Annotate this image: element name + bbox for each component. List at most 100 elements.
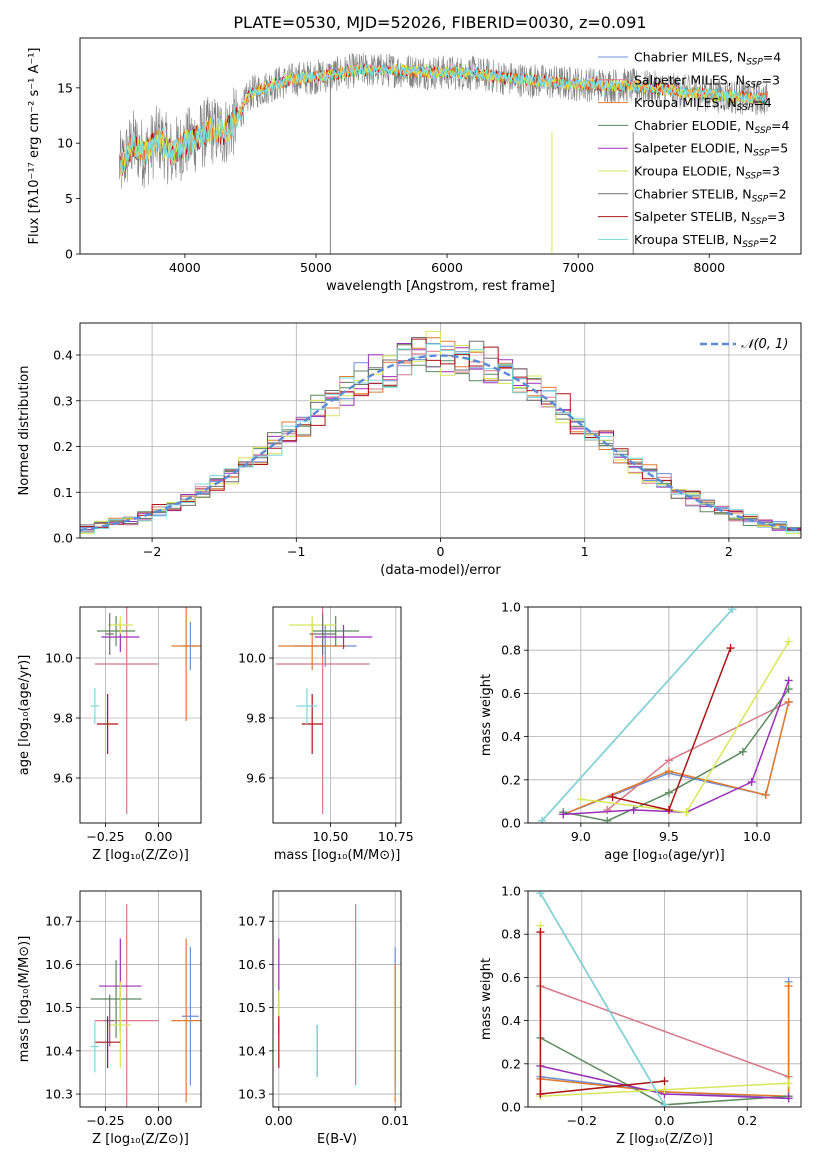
y-axis-label: Normed distribution [17, 366, 32, 496]
legend-entry: Chabrier MILES, NSSP=4 [634, 50, 781, 68]
x-tick-label: 0.01 [381, 1113, 409, 1128]
legend-entry: Kroupa STELIB, NSSP=2 [634, 232, 777, 250]
y-tick-label: 0.1 [53, 485, 73, 500]
x-tick-label: −0.25 [86, 1113, 124, 1128]
legend-text: Chabrier ELODIE, N [634, 118, 754, 133]
x-tick-label: 0.00 [265, 1113, 293, 1128]
plot-area [538, 607, 793, 823]
y-tick-label: 0.8 [501, 927, 521, 942]
chart-mass-vs-z: −0.25 0.00 10.3 10.4 10.5 10.6 10.7 Z [log₁₀(Z/… [17, 890, 202, 1147]
plot-area [90, 903, 201, 1107]
legend-entry: Chabrier STELIB, NSSP=2 [634, 186, 787, 204]
series-point [603, 806, 612, 815]
x-axis-label: E(B-V) [317, 1132, 357, 1147]
y-tick-label: 0.4 [53, 348, 73, 363]
series-line [562, 701, 790, 816]
y-tick-label: 15 [57, 80, 73, 95]
series-point [682, 808, 691, 817]
legend-suffix: =2 [759, 232, 777, 247]
series-point [784, 637, 793, 646]
y-tick-label: 0.2 [501, 1056, 521, 1071]
y-tick-label: 9.6 [246, 771, 266, 786]
y-axis-label: mass [log₁₀(M/M⊙)] [17, 936, 32, 1063]
series-line [541, 608, 733, 822]
plot-area [90, 607, 201, 814]
plot-area [80, 330, 801, 534]
x-axis-label: wavelength [Angstrom, rest frame] [326, 279, 555, 294]
legend-suffix: =2 [768, 186, 786, 201]
y-tick-label: 10.3 [238, 1087, 266, 1102]
series-point [536, 891, 545, 898]
x-tick-label: −0.25 [86, 829, 124, 844]
legend-suffix: =4 [763, 50, 781, 65]
chart-mass-weight-vs-z: −0.2 0.0 0.2 0.0 0.2 0.4 0.6 0.8 1.0 Z [log₁₀(Z/Z… [479, 884, 802, 1147]
series-point [603, 816, 612, 823]
legend-suffix: =4 [753, 95, 771, 110]
axes-frame [79, 322, 802, 539]
y-tick-label: 0.6 [501, 686, 521, 701]
axes-frame [79, 890, 202, 1108]
y-tick-label: 9.6 [53, 771, 73, 786]
y-tick-label: 0.0 [501, 1100, 521, 1115]
x-tick-label: 1 [581, 544, 589, 559]
axes-frame [272, 606, 402, 824]
normal-reference-curve [80, 354, 801, 532]
y-axis-label: age [log₁₀(age/yr)] [17, 655, 32, 776]
y-tick-label: 9.8 [246, 711, 266, 726]
series-point [536, 928, 545, 937]
series-line [580, 641, 790, 814]
legend-subscript: SSP [745, 80, 762, 90]
axes-frame [527, 606, 802, 824]
series-point [664, 788, 673, 797]
y-axis-label: mass weight [479, 958, 494, 1040]
series-point [660, 1100, 669, 1107]
legend-suffix: =4 [771, 118, 789, 133]
x-axis-label: Z [log₁₀(Z/Z⊙)] [92, 1132, 189, 1147]
legend: Chabrier MILES, NSSP=4 Salpeter MILES, NS… [598, 50, 789, 250]
x-tick-label: 7000 [562, 260, 594, 275]
series-point [784, 1079, 793, 1088]
axes-frame [527, 890, 802, 1108]
axes-frame [79, 606, 202, 824]
y-tick-label: 5 [65, 191, 73, 206]
y-tick-label: 10.5 [45, 1000, 73, 1015]
axes-frame [79, 37, 802, 255]
y-tick-label: 1.0 [501, 600, 521, 615]
x-tick-label: −1 [287, 544, 305, 559]
y-tick-label: 10.6 [45, 957, 73, 972]
series-point [538, 816, 547, 823]
y-tick-label: 10.4 [45, 1043, 73, 1058]
legend-subscript: SSP [746, 58, 763, 68]
series-point [726, 644, 735, 653]
x-tick-label: 2 [725, 544, 733, 559]
x-tick-label: 0 [437, 544, 445, 559]
x-tick-label: 5000 [300, 260, 332, 275]
chart-mass-weight-vs-age: 9.0 9.5 10.0 0.0 0.2 0.4 0.6 0.8 1.0 age [log₁₀(a… [479, 600, 802, 863]
y-axis-label: Flux [fλ10⁻¹⁷ erg cm⁻² s⁻¹ A⁻¹] [27, 48, 42, 245]
y-tick-label: 10.0 [238, 651, 266, 666]
legend-suffix: =3 [762, 72, 780, 87]
x-axis-label: mass [log₁₀(M/M⊙)] [274, 848, 401, 863]
series-point [576, 795, 585, 804]
x-tick-label: 0.00 [145, 829, 173, 844]
legend-entry: Salpeter MILES, NSSP=3 [634, 72, 780, 90]
legend-subscript: SSP [750, 217, 767, 227]
legend-text: Kroupa ELODIE, N [634, 164, 745, 179]
series-point [728, 607, 737, 614]
legend-suffix: =3 [762, 164, 780, 179]
legend-subscript: SSP [753, 149, 770, 159]
model-spectrum [120, 63, 769, 179]
legend-entry: Kroupa ELODIE, NSSP=3 [634, 164, 780, 182]
legend-text: Salpeter ELODIE, N [634, 141, 753, 156]
series-point [664, 756, 673, 765]
series-point [629, 806, 638, 815]
series-point [664, 806, 673, 815]
x-tick-label: 0.2 [737, 1113, 757, 1128]
y-tick-label: 1.0 [501, 884, 521, 899]
x-axis-label: age [log₁₀(age/yr)] [604, 848, 725, 863]
legend-suffix: =5 [770, 141, 788, 156]
legend-entry: Chabrier ELODIE, NSSP=4 [634, 118, 789, 136]
y-tick-label: 0.0 [501, 816, 521, 831]
series-point [559, 810, 568, 819]
y-tick-label: 10 [57, 136, 73, 151]
